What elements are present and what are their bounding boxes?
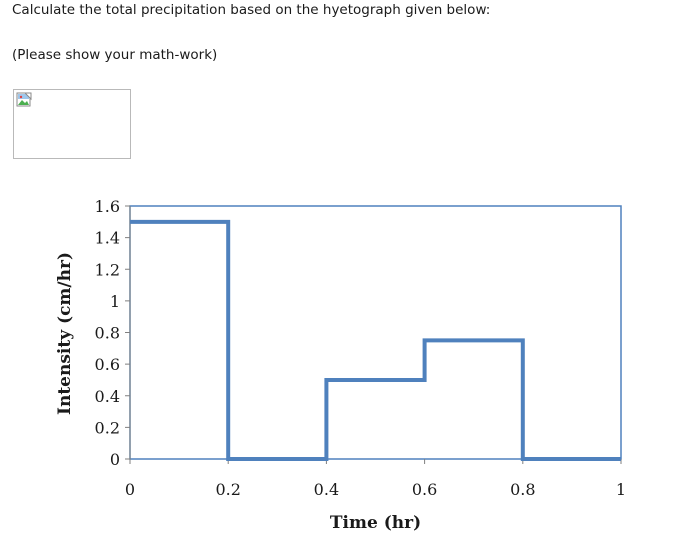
broken-image-placeholder [13,89,131,159]
y-tick-label: 0 [110,450,120,469]
y-tick-label: 0.8 [95,324,120,343]
instruction-text: (Please show your math-work) [12,47,218,63]
x-tick-label: 0.6 [412,480,437,499]
y-tick-label: 1.2 [95,260,120,279]
y-tick-label: 1 [110,292,120,311]
x-tick-label: 1 [616,480,626,499]
y-axis-title: Intensity (cm/hr) [55,252,75,415]
question-text: Calculate the total precipitation based … [12,2,491,18]
x-axis: 0 0.2 0.4 0.6 0.8 1 [125,459,626,499]
x-axis-title: Time (hr) [330,513,421,533]
x-tick-label: 0 [125,480,135,499]
x-tick-label: 0.2 [215,480,240,499]
y-tick-label: 0.4 [95,387,120,406]
broken-image-icon [16,92,32,107]
x-tick-label: 0.8 [510,480,535,499]
y-tick-label: 1.4 [95,229,120,248]
y-tick-label: 1.6 [95,197,120,216]
x-tick-label: 0.4 [314,480,339,499]
y-axis: 0 0.2 0.4 0.6 0.8 1 1.2 1.4 1.6 [95,197,131,469]
intensity-series-line [130,219,621,461]
y-tick-label: 0.2 [95,418,120,437]
y-tick-label: 0.6 [95,355,120,374]
plot-area-frame [129,205,622,460]
